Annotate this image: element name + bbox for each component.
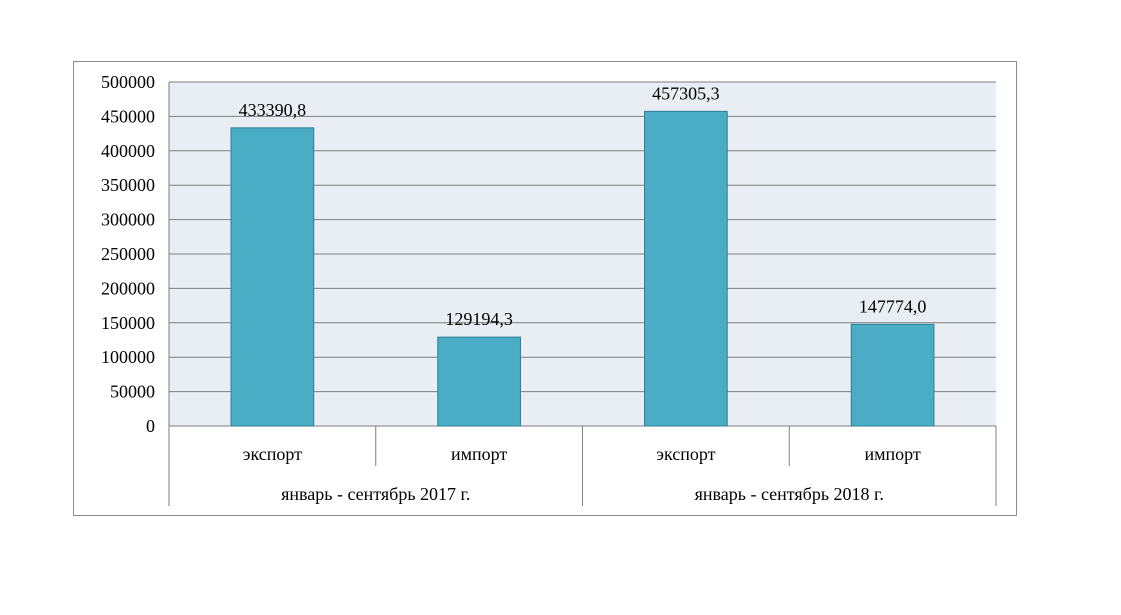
y-tick-label: 200000 — [101, 278, 155, 298]
bar — [437, 336, 521, 427]
bar — [850, 323, 935, 427]
group-label: январь - сентябрь 2018 г. — [695, 484, 884, 504]
x-tick-label: импорт — [451, 444, 507, 464]
y-tick-label: 100000 — [101, 347, 155, 367]
data-label: 129194,3 — [445, 309, 513, 329]
y-tick-label: 300000 — [101, 210, 155, 230]
y-tick-label: 400000 — [101, 141, 155, 161]
y-tick-label: 350000 — [101, 175, 155, 195]
x-tick-label: импорт — [864, 444, 920, 464]
data-label: 147774,0 — [859, 296, 927, 316]
x-tick-label: экспорт — [656, 444, 715, 464]
y-tick-label: 250000 — [101, 244, 155, 264]
y-tick-label: 0 — [146, 416, 155, 436]
bar — [644, 110, 728, 427]
group-label: январь - сентябрь 2017 г. — [281, 484, 470, 504]
y-tick-label: 150000 — [101, 313, 155, 333]
x-tick-label: экспорт — [243, 444, 302, 464]
data-label: 433390,8 — [239, 100, 307, 120]
data-label: 457305,3 — [652, 83, 720, 103]
y-tick-label: 450000 — [101, 106, 155, 126]
bar — [230, 127, 315, 427]
y-tick-label: 50000 — [110, 382, 155, 402]
y-tick-label: 500000 — [101, 72, 155, 92]
